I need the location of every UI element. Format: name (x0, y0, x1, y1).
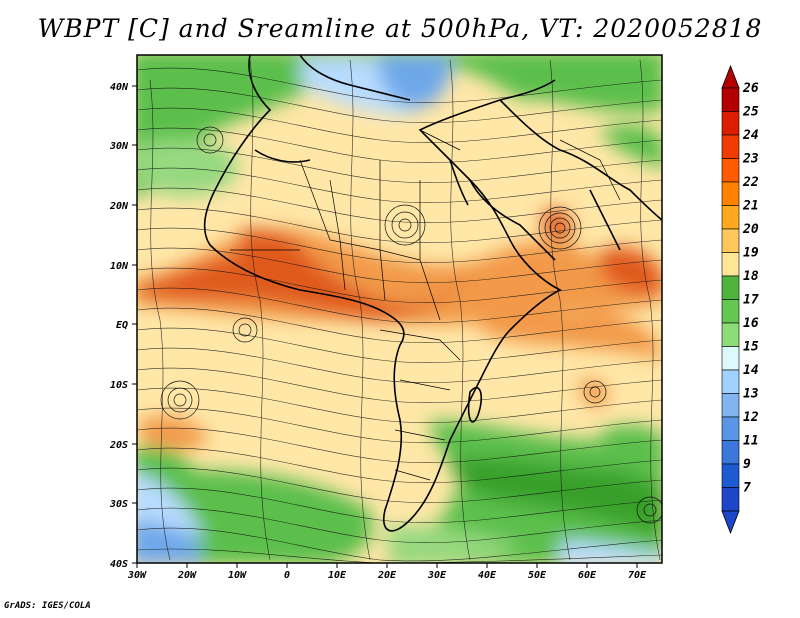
map-frame (136, 54, 663, 564)
colorbar-label: 16 (743, 316, 759, 331)
colorbar-swatch (721, 134, 740, 159)
lon-tick: 30W (127, 570, 147, 581)
colorbar-label: 18 (743, 269, 759, 284)
colorbar-swatch (721, 440, 740, 465)
lon-tick: 10W (228, 570, 247, 581)
lon-tick: 40E (478, 570, 497, 581)
lat-tick: 40N (110, 82, 129, 93)
colorbar-swatch (721, 369, 740, 394)
colorbar-label: 12 (743, 410, 759, 425)
colorbar-max-arrow (721, 64, 740, 89)
colorbar-swatch (721, 181, 740, 206)
lat-tick: 20S (109, 440, 128, 451)
colorbar-label: 9 (743, 457, 751, 472)
colorbar-label: 17 (743, 293, 759, 308)
lon-tick: 20E (377, 570, 397, 581)
colorbar-label: 25 (742, 105, 759, 120)
colorbar-label: 13 (743, 387, 759, 402)
footer-credit: GrADS: IGES/COLA (4, 601, 91, 611)
colorbar-swatch (721, 275, 740, 300)
lat-tick-labels: 40N 30N 20N 10N EQ 10S 20S 30S 40S (109, 82, 129, 570)
colorbar-label: 20 (742, 222, 759, 237)
colorbar-label: 14 (743, 363, 759, 378)
lat-tick: 40S (110, 559, 128, 570)
colorbar-label: 23 (742, 152, 759, 167)
lat-tick: 20N (109, 201, 129, 212)
lon-tick: 60E (578, 570, 597, 581)
colorbar: 26 25 24 23 22 21 20 19 18 17 16 15 14 13 12 11 9 7 (721, 64, 759, 535)
lat-tick: 10N (110, 261, 129, 272)
lat-tick: 30N (109, 141, 129, 152)
wbpt-shading (137, 55, 662, 563)
colorbar-swatch (721, 463, 740, 488)
colorbar-swatch (721, 87, 740, 112)
axis-ticks (132, 85, 638, 568)
lon-tick-labels: 30W 20W 10W 0 10E 20E 30E 40E 50E 60E 70… (127, 570, 647, 581)
colorbar-swatch (721, 346, 740, 371)
lon-tick: 10E (328, 570, 347, 581)
colorbar-label: 15 (743, 340, 759, 355)
colorbar-swatch (721, 322, 740, 347)
colorbar-swatch (721, 299, 740, 324)
colorbar-min-arrow (721, 510, 740, 535)
lat-tick: EQ (116, 320, 128, 331)
lon-tick: 70E (628, 570, 647, 581)
colorbar-label: 7 (743, 481, 751, 496)
colorbar-swatch (721, 416, 740, 441)
colorbar-swatch (721, 111, 740, 136)
colorbar-swatch (721, 158, 740, 183)
colorbar-swatch (721, 487, 740, 512)
colorbar-label: 22 (742, 175, 759, 190)
lat-tick: 30S (109, 499, 128, 510)
coastlines (203, 55, 662, 532)
chart-title: WBPT [C] and Sreamline at 500hPa, VT: 20… (37, 14, 763, 43)
colorbar-label: 26 (742, 81, 759, 96)
colorbar-label: 21 (742, 199, 759, 214)
lat-tick: 10S (110, 380, 128, 391)
lon-tick: 0 (284, 570, 290, 581)
colorbar-label: 11 (743, 434, 759, 449)
streamlines (137, 59, 662, 563)
colorbar-swatch (721, 228, 740, 253)
colorbar-swatch (721, 393, 740, 418)
lon-tick: 30E (427, 570, 447, 581)
vortices (160, 126, 662, 524)
country-borders (230, 129, 621, 481)
lon-tick: 50E (528, 570, 547, 581)
colorbar-label: 24 (742, 128, 759, 143)
lon-tick: 20W (177, 570, 197, 581)
colorbar-swatch (721, 252, 740, 277)
colorbar-label: 19 (743, 246, 759, 261)
colorbar-swatch (721, 205, 740, 230)
